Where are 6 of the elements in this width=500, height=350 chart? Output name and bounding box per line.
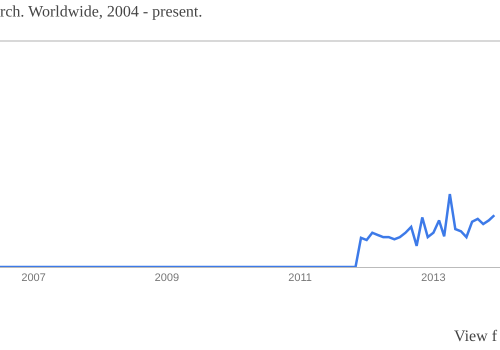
- x-tick-label: 2013: [421, 272, 446, 284]
- x-tick-label: 2009: [154, 272, 180, 284]
- text: View f: [454, 328, 498, 345]
- x-tick-label: 2007: [21, 272, 46, 284]
- chart-title: rch. Worldwide, 2004 - present.: [0, 3, 202, 20]
- x-tick-label: 2011: [288, 272, 312, 284]
